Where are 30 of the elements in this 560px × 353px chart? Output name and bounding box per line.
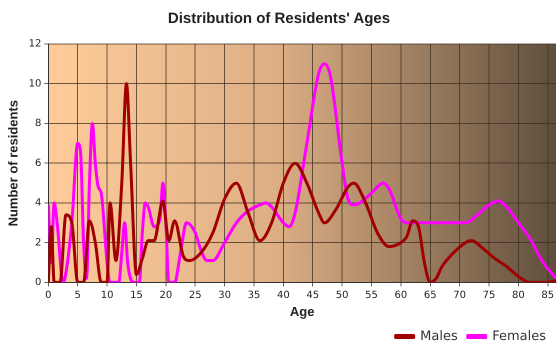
- y-tick-label: 10: [28, 78, 42, 90]
- x-tick-label: 15: [130, 290, 143, 301]
- legend-label: Females: [492, 328, 546, 344]
- x-tick-label: 60: [394, 290, 408, 301]
- y-tick-label: 4: [34, 198, 42, 209]
- x-tick-label: 55: [365, 290, 378, 301]
- x-tick-label: 30: [218, 290, 231, 301]
- x-tick-label: 25: [188, 290, 202, 301]
- x-tick-label: 85: [541, 290, 554, 301]
- x-tick-label: 80: [512, 290, 525, 301]
- y-tick-label: 8: [34, 118, 42, 130]
- chart-title: Distribution of Residents' Ages: [168, 10, 390, 28]
- x-tick-label: 40: [276, 290, 290, 301]
- x-tick-label: 50: [336, 290, 348, 301]
- y-tick-label: 0: [34, 276, 42, 288]
- y-tick-label: 2: [34, 237, 42, 248]
- x-tick-label: 65: [424, 290, 437, 301]
- y-axis-title: Number of residents: [5, 100, 20, 226]
- y-tick-label: 12: [28, 38, 42, 50]
- x-tick-label: 10: [100, 290, 114, 301]
- y-tick-label: 6: [34, 158, 42, 169]
- x-tick-label: 0: [45, 290, 52, 301]
- x-tick-label: 5: [74, 290, 81, 301]
- x-tick-label: 35: [248, 290, 260, 301]
- x-tick-label: 45: [306, 290, 320, 301]
- x-tick-label: 20: [159, 290, 172, 301]
- x-axis-title: Age: [290, 304, 314, 319]
- x-tick-label: 70: [453, 290, 466, 301]
- x-tick-label: 75: [482, 290, 496, 301]
- legend-label: Males: [420, 328, 458, 344]
